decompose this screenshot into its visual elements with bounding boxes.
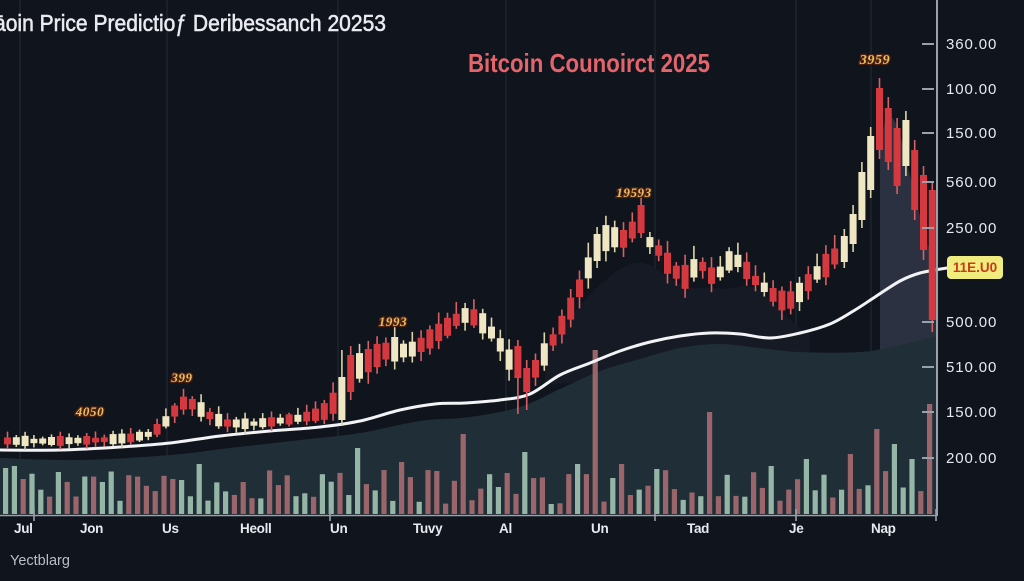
svg-text:Heoll: Heoll (240, 521, 272, 536)
svg-text:250.00: 250.00 (946, 220, 997, 237)
svg-text:Jul: Jul (14, 521, 33, 536)
svg-text:Tad: Tad (687, 521, 709, 536)
svg-text:Us: Us (162, 521, 179, 536)
svg-text:11E.U0: 11E.U0 (953, 260, 997, 275)
svg-text:Nap: Nap (871, 521, 896, 536)
svg-text:19593: 19593 (616, 185, 652, 200)
svg-text:Tuvy: Tuvy (413, 521, 443, 536)
svg-text:399: 399 (170, 370, 192, 385)
svg-text:Al: Al (499, 521, 512, 536)
svg-text:Bitcoin Counoirct 2025: Bitcoin Counoirct 2025 (468, 48, 710, 78)
svg-text:150.00: 150.00 (946, 125, 997, 142)
svg-text:150.00: 150.00 (946, 404, 997, 421)
svg-text:500.00: 500.00 (946, 314, 997, 331)
svg-text:560.00: 560.00 (946, 174, 997, 191)
svg-text:Jon: Jon (80, 521, 103, 536)
svg-text:āoin Price Predictioƒ Deribess: āoin Price Predictioƒ Deribessanch 20253 (0, 10, 386, 36)
svg-text:100.00: 100.00 (946, 81, 997, 98)
svg-text:510.00: 510.00 (946, 359, 997, 376)
svg-text:Je: Je (789, 521, 804, 536)
svg-text:Un: Un (591, 521, 608, 536)
svg-text:3959: 3959 (859, 53, 890, 68)
svg-text:Yectblarg: Yectblarg (10, 553, 70, 569)
svg-text:4050: 4050 (75, 404, 104, 419)
svg-text:1993: 1993 (379, 314, 407, 329)
svg-text:200.00: 200.00 (946, 450, 997, 467)
svg-text:360.00: 360.00 (946, 36, 997, 53)
svg-text:Un: Un (330, 521, 347, 536)
